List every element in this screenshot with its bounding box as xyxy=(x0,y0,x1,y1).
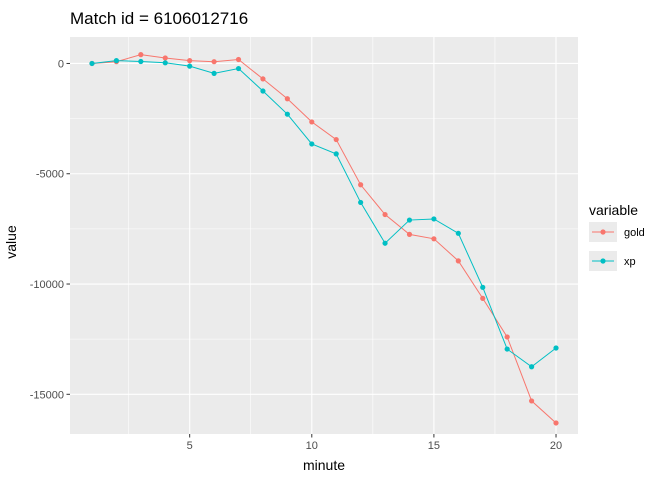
data-point-xp xyxy=(480,284,486,290)
legend-point-xp xyxy=(600,258,606,264)
legend-label-gold: gold xyxy=(624,227,645,239)
series-line-gold xyxy=(91,54,557,424)
data-point-xp xyxy=(235,65,242,72)
data-point-xp xyxy=(138,58,144,65)
data-point-xp xyxy=(260,88,266,94)
major-gridlines xyxy=(70,37,578,434)
x-tick-label: 15 xyxy=(428,440,440,452)
data-point-xp xyxy=(211,70,217,76)
x-tick-label: 20 xyxy=(550,440,562,452)
y-tick-label: -5000 xyxy=(36,169,64,181)
data-point-gold xyxy=(358,182,364,188)
series-line-xp xyxy=(91,60,557,368)
legend: variable gold xp xyxy=(589,202,645,271)
data-point-gold xyxy=(211,59,217,65)
data-point-xp xyxy=(284,111,290,117)
y-tick-label: -15000 xyxy=(30,389,64,401)
data-point-gold xyxy=(333,136,339,143)
data-point-gold xyxy=(455,258,461,264)
data-point-gold xyxy=(431,236,437,242)
x-tick-label: 5 xyxy=(187,440,193,452)
data-point-gold xyxy=(284,96,290,102)
data-point-gold xyxy=(187,57,193,64)
x-axis: 5 10 15 20 xyxy=(187,434,562,452)
data-point-xp xyxy=(187,63,193,69)
data-point-xp xyxy=(309,141,315,147)
data-point-gold xyxy=(162,55,168,61)
x-axis-title: minute xyxy=(303,457,345,473)
legend-point-gold xyxy=(600,229,606,235)
data-point-gold xyxy=(504,334,510,340)
data-point-xp xyxy=(455,230,461,236)
data-point-xp xyxy=(553,345,559,351)
data-point-gold xyxy=(235,56,242,63)
series-layer xyxy=(89,52,559,426)
data-point-xp xyxy=(333,151,339,157)
data-point-gold xyxy=(260,76,266,82)
data-point-gold xyxy=(528,398,535,404)
y-axis-title: value xyxy=(3,225,19,259)
x-tick-label: 10 xyxy=(306,440,318,452)
data-point-xp xyxy=(504,346,510,352)
data-point-gold xyxy=(138,52,144,58)
data-point-xp xyxy=(89,60,95,67)
data-point-gold xyxy=(553,420,559,426)
y-axis: 0 -5000 -10000 -15000 xyxy=(30,58,70,401)
data-point-xp xyxy=(431,216,437,222)
y-tick-label: -10000 xyxy=(30,279,64,291)
data-point-xp xyxy=(162,60,168,66)
data-point-xp xyxy=(358,199,364,206)
data-point-xp xyxy=(113,57,120,64)
data-point-gold xyxy=(309,119,315,125)
data-point-xp xyxy=(406,217,413,223)
data-point-gold xyxy=(382,211,388,218)
data-point-xp xyxy=(528,364,535,370)
data-point-gold xyxy=(480,295,486,301)
plot-panel xyxy=(70,37,578,434)
legend-label-xp: xp xyxy=(624,256,636,268)
data-point-xp xyxy=(382,240,388,246)
legend-title: variable xyxy=(589,202,638,218)
minor-gridlines xyxy=(70,37,578,434)
data-point-gold xyxy=(406,231,413,237)
chart-title: Match id = 6106012716 xyxy=(70,9,248,28)
y-tick-label: 0 xyxy=(58,58,64,70)
